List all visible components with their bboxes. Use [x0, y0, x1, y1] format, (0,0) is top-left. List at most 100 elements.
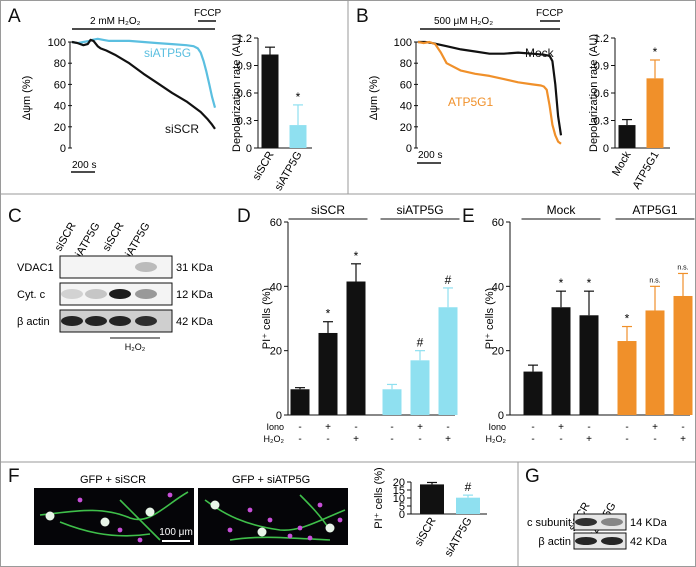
iono-sign: -	[681, 422, 684, 433]
y-tick-label: 1.2	[594, 33, 609, 45]
iono-sign: -	[354, 422, 357, 433]
gfp-cell	[45, 511, 55, 521]
h2o2-sign: -	[298, 434, 301, 445]
panel-letter-d: D	[237, 206, 251, 227]
nucleus	[227, 527, 233, 533]
panel-a-y-ticks: 0 20 40 60 80 100	[48, 37, 72, 155]
panel-a-y-axis-label: Δψm (%)	[21, 76, 33, 121]
panel-b-time-scalebar-label: 200 s	[418, 150, 442, 161]
gfp-cell	[257, 527, 267, 537]
group-label: Mock	[547, 203, 577, 217]
x-tick-label: siSCR	[251, 149, 277, 182]
bar	[523, 371, 543, 415]
x-tick-label: siSCR	[413, 515, 439, 548]
blot-kda-label: 42 KDa	[630, 536, 668, 548]
y-tick-label: 0.3	[594, 116, 609, 128]
neurite	[59, 521, 151, 537]
y-tick-label: 15	[393, 485, 405, 497]
panel-b-trace-chart: 500 μM H₂O₂ FCCP 0 20 40 60 80 100 Δψm (%) Mo…	[368, 8, 564, 164]
micrograph-left-title: GFP + siSCR	[80, 474, 146, 486]
blot-kda-label: 42 KDa	[176, 316, 214, 328]
h2o2-sign: -	[559, 434, 562, 445]
bar	[438, 307, 458, 415]
nucleus	[267, 517, 273, 523]
group-label: ATP5G1	[632, 203, 677, 217]
panel-letter-b: B	[356, 6, 369, 27]
y-tick-label: 5	[399, 501, 405, 513]
h2o2-sign: -	[326, 434, 329, 445]
series-line-atp5g1	[417, 40, 562, 145]
bar	[410, 360, 430, 415]
series-line-mock	[418, 40, 563, 136]
row-label-h2o2: H₂O₂	[486, 434, 507, 444]
nucleus	[307, 535, 313, 541]
series-label-siscr: siSCR	[165, 122, 199, 136]
blot-band	[575, 518, 597, 526]
h2o2-sign: -	[531, 434, 534, 445]
blot-band	[85, 316, 107, 326]
h2o2-sign: +	[586, 434, 592, 445]
nucleus	[297, 525, 303, 531]
bar	[456, 497, 480, 514]
iono-sign: -	[446, 422, 449, 433]
panel-letter-a: A	[8, 6, 21, 27]
blot-band	[575, 537, 597, 545]
nucleus	[167, 492, 173, 498]
iono-sign: -	[587, 422, 590, 433]
panel-d-bar-chart: 0 20 40 60 PI⁺ cells (%) * * # # siSCR siATP5G Iono…	[261, 203, 460, 445]
iono-sign: -	[531, 422, 534, 433]
y-tick-label: 60	[270, 217, 282, 229]
h2o2-sign: -	[418, 434, 421, 445]
gfp-cell	[100, 517, 110, 527]
y-tick-label: 0	[60, 143, 66, 155]
micrograph-right-title: GFP + siATP5G	[232, 474, 310, 486]
bar	[261, 54, 279, 148]
gfp-cell	[145, 507, 155, 517]
y-tick-label: 0.6	[237, 88, 252, 100]
blot-strip	[573, 513, 627, 531]
significance-mark: #	[445, 273, 452, 287]
blot-strip	[573, 532, 627, 550]
significance-mark: *	[587, 276, 592, 290]
blot-band	[601, 518, 623, 526]
y-axis-label: Depolarization rate (AU)	[588, 34, 600, 152]
y-tick-label: 60	[492, 217, 504, 229]
micrograph-scalebar-label: 100 μm	[159, 527, 193, 538]
bar	[318, 332, 338, 415]
nucleus	[137, 537, 143, 543]
bar	[290, 389, 310, 415]
panel-letter-c: C	[8, 206, 22, 227]
x-tick-label: Mock	[610, 149, 634, 178]
y-tick-label: 20	[492, 346, 504, 358]
y-axis-label: Depolarization rate (AU)	[231, 34, 243, 152]
x-tick-label: siATP5G	[443, 516, 475, 559]
blot-kda-label: 14 KDa	[630, 517, 668, 529]
bar	[551, 307, 571, 415]
h2o2-sign: +	[353, 434, 359, 445]
series-line-siscr	[71, 38, 216, 130]
blot-band	[135, 289, 157, 299]
y-tick-label: 20	[393, 477, 405, 489]
h2o2-sign: -	[390, 434, 393, 445]
bar	[646, 78, 664, 148]
significance-mark: *	[559, 276, 564, 290]
bar	[645, 310, 665, 415]
blot-row-label: VDAC1	[17, 262, 54, 274]
significance-mark: n.s.	[677, 264, 688, 271]
row-label-iono: Iono	[488, 422, 506, 432]
panel-b-treatment-label: 500 μM H₂O₂	[434, 16, 493, 27]
blot-band	[61, 316, 83, 326]
micrograph-right	[198, 488, 348, 545]
panel-letter-e: E	[462, 206, 475, 227]
y-tick-label: 60	[54, 79, 66, 91]
significance-mark: n.s.	[649, 277, 660, 284]
y-tick-label: 0.9	[237, 61, 252, 73]
blot-row-label: β actin	[538, 536, 571, 548]
neurite	[229, 536, 331, 541]
panel-b-y-ticks: 0 20 40 60 80 100	[394, 37, 418, 155]
iono-sign: -	[390, 422, 393, 433]
neurite	[119, 499, 161, 541]
significance-mark: #	[465, 480, 472, 494]
y-tick-label: 20	[54, 122, 66, 134]
